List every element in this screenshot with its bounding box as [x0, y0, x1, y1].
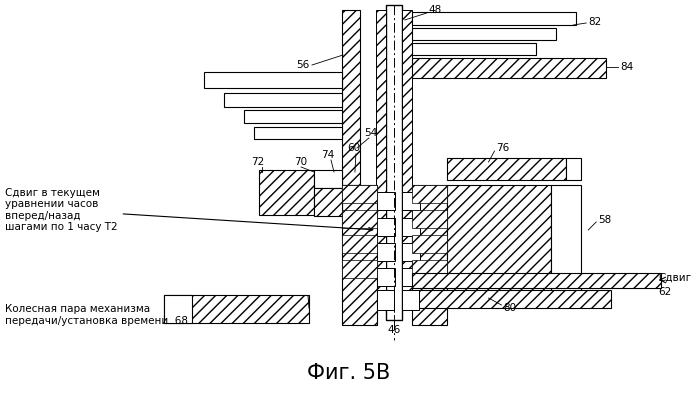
- Bar: [402, 218, 420, 236]
- Bar: [412, 58, 606, 78]
- Bar: [412, 185, 447, 203]
- Bar: [342, 235, 377, 253]
- Bar: [552, 185, 581, 305]
- Bar: [224, 93, 342, 107]
- Text: 48: 48: [428, 5, 442, 15]
- Bar: [412, 260, 447, 278]
- Bar: [244, 110, 342, 123]
- Bar: [402, 10, 412, 305]
- Text: Сдвиг в текущем
уравнении часов
вперед/назад
шагами по 1 часу Т2: Сдвиг в текущем уравнении часов вперед/н…: [5, 188, 373, 232]
- Bar: [402, 268, 420, 286]
- Bar: [412, 185, 447, 325]
- Bar: [377, 243, 395, 261]
- Text: 72: 72: [251, 157, 265, 167]
- Bar: [204, 72, 342, 88]
- Bar: [386, 5, 402, 320]
- Bar: [377, 268, 395, 286]
- Bar: [402, 243, 420, 261]
- Bar: [376, 10, 386, 305]
- Bar: [402, 290, 419, 310]
- Bar: [342, 210, 377, 228]
- Bar: [254, 127, 342, 139]
- Bar: [377, 192, 395, 210]
- Bar: [342, 185, 377, 325]
- Bar: [402, 192, 420, 210]
- Bar: [412, 12, 576, 25]
- Text: 58: 58: [598, 215, 611, 225]
- Bar: [412, 43, 536, 55]
- Text: 70: 70: [294, 157, 307, 167]
- Text: 62: 62: [658, 287, 671, 297]
- Text: 80: 80: [503, 303, 517, 313]
- Bar: [566, 158, 581, 180]
- Text: 74: 74: [321, 150, 335, 160]
- Bar: [314, 170, 342, 188]
- Bar: [164, 295, 193, 323]
- Bar: [412, 273, 661, 288]
- Bar: [412, 235, 447, 253]
- Bar: [412, 210, 447, 228]
- Text: 60: 60: [347, 143, 360, 153]
- Text: 46: 46: [387, 325, 400, 335]
- Text: 56: 56: [296, 60, 309, 70]
- Bar: [447, 185, 552, 305]
- Bar: [377, 290, 394, 310]
- Bar: [377, 218, 395, 236]
- Text: 82: 82: [588, 17, 601, 27]
- Bar: [342, 185, 377, 203]
- Bar: [342, 260, 377, 278]
- Bar: [164, 295, 309, 323]
- Text: Фиг. 5В: Фиг. 5В: [307, 363, 391, 383]
- Text: Колесная пара механизма
передачи/установка времени  68: Колесная пара механизма передачи/установ…: [5, 304, 188, 326]
- Text: 54: 54: [364, 128, 377, 138]
- Bar: [342, 10, 360, 185]
- Bar: [447, 158, 566, 180]
- Bar: [412, 28, 556, 40]
- Bar: [259, 170, 314, 215]
- Bar: [314, 188, 342, 216]
- Text: 76: 76: [496, 143, 510, 153]
- Text: Сдвиг: Сдвиг: [658, 273, 691, 283]
- Bar: [412, 290, 611, 308]
- Text: 84: 84: [620, 62, 634, 72]
